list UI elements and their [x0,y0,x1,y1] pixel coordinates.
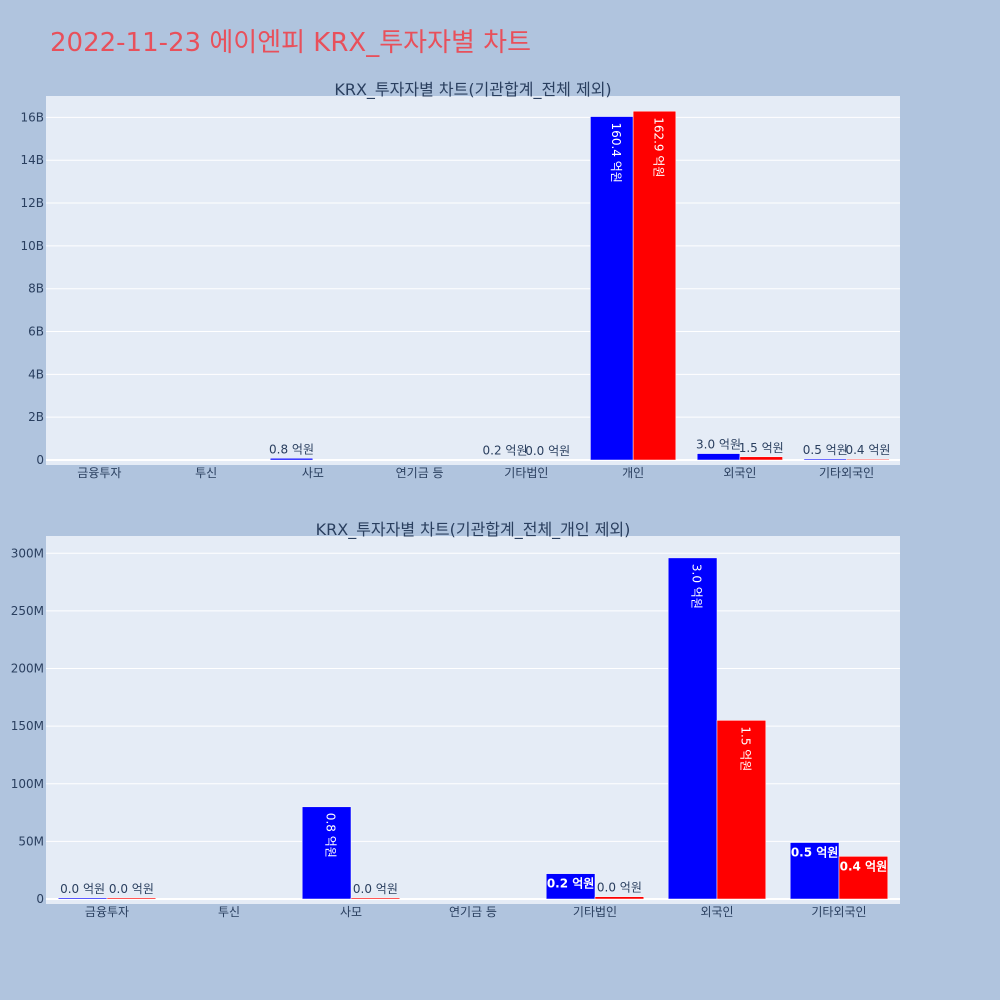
x-tick-label: 금융투자 [77,466,121,480]
bar [590,116,634,461]
chart-title: KRX_투자자별 차트(기관합계_전체 제외) [334,80,611,100]
bar-label: 0.4 억원 [845,443,890,457]
y-tick-label: 150M [11,719,44,733]
x-tick-label: 투신 [218,905,240,919]
bar [545,873,596,900]
bar [350,897,401,900]
x-tick-label: 기타외국인 [819,466,874,480]
bar [57,897,108,900]
x-tick-label: 투신 [195,466,217,480]
x-tick-label: 기타법인 [573,905,617,919]
bar-label: 3.0 억원 [690,564,704,609]
x-tick-label: 사모 [340,905,362,919]
y-tick-label: 0 [36,453,44,467]
bar [838,856,889,900]
y-tick-label: 250M [11,604,44,618]
bar-label: 3.0 억원 [696,438,741,452]
x-tick-label: 연기금 등 [396,466,444,480]
bar [803,458,847,461]
y-tick-label: 2B [28,410,44,424]
bar-label: 162.9 억원 [651,117,665,177]
bar-label: 0.0 억원 [60,882,105,896]
x-tick-label: 외국인 [700,905,733,919]
bar [594,896,645,900]
bar-label: 0.2 억원 [483,444,528,458]
x-tick-label: 사모 [302,466,324,480]
bar-label: 0.8 억원 [269,442,314,456]
y-tick-label: 0 [36,892,44,906]
x-tick-label: 기타외국인 [811,905,866,919]
bar [716,720,767,900]
plot-area [46,536,900,904]
y-tick-label: 50M [18,834,44,848]
y-tick-label: 300M [11,546,44,560]
bar [106,897,157,900]
x-tick-label: 금융투자 [85,905,129,919]
bar-label: 0.0 억원 [109,882,154,896]
chart-2: 0 50M 100M 150M 200M 250M 300M KRX_투자자별 차트(기관합계… [11,520,900,919]
bar [269,458,314,461]
x-tick-label: 기타법인 [504,466,548,480]
bar-label: 0.4 억원 [840,859,888,873]
plot-area [46,96,900,465]
bar [739,456,783,461]
y-tick-label: 4B [28,367,44,381]
bar [696,453,741,461]
y-tick-label: 200M [11,662,44,676]
x-tick-label: 연기금 등 [449,905,497,919]
bar [667,557,718,900]
y-tick-label: 6B [28,325,44,339]
x-tick-label: 개인 [622,466,644,480]
bar-label: 1.5 억원 [739,441,784,455]
y-tick-label: 16B [20,110,44,124]
bar-label: 160.4 억원 [609,123,623,183]
bar-label: 0.0 억원 [353,882,398,896]
page-title: 2022-11-23 에이엔피 KRX_투자자별 차트 [50,28,532,58]
bar [846,458,890,461]
x-tick-label: 외국인 [723,466,756,480]
y-tick-label: 100M [11,777,44,791]
bar-label: 0.5 억원 [803,443,848,457]
chart-title: KRX_투자자별 차트(기관합계_전체_개인 제외) [316,520,631,540]
chart-1: 0 2B 4B 6B 8B 10B 12B 14B 16B KRX_투자자별 차트(기관합계_전체… [20,80,900,480]
bar [301,806,352,900]
y-tick-label: 14B [20,153,44,167]
bar [789,842,840,900]
bar-label: 0.8 억원 [324,813,338,858]
bar-label: 0.0 억원 [525,444,570,458]
bar-label: 0.0 억원 [597,881,642,895]
bar-label: 0.2 억원 [547,877,595,891]
bar-label: 1.5 억원 [738,726,752,771]
bar-label: 0.5 억원 [791,846,839,860]
y-tick-label: 10B [20,239,44,253]
y-tick-label: 12B [20,196,44,210]
y-tick-label: 8B [28,282,44,296]
bar [632,110,677,461]
